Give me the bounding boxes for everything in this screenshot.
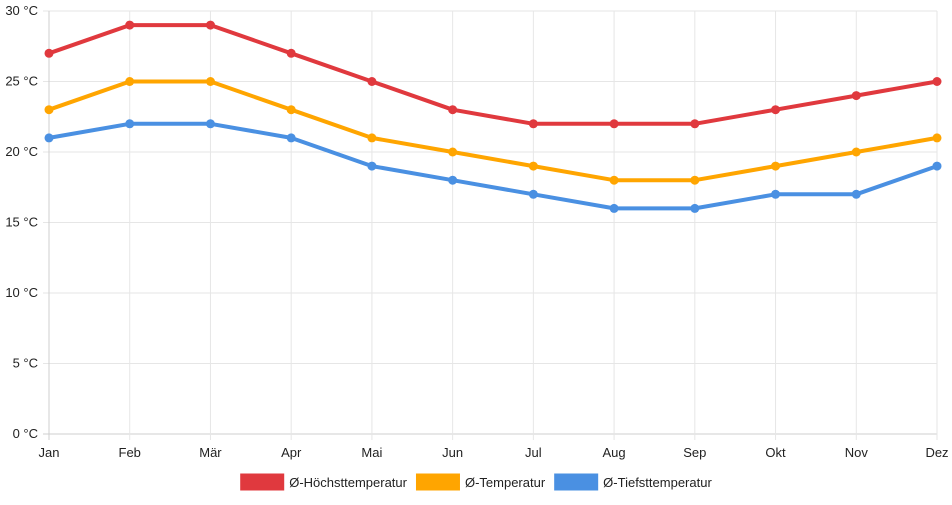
data-point[interactable] [44, 48, 54, 58]
series-layer [44, 20, 942, 213]
data-point[interactable] [286, 48, 296, 58]
x-tick-label: Aug [603, 445, 626, 460]
axis-layer: 0 °C 5 °C 10 °C 15 °C 20 °C 25 °C 30 °C Jan Feb M… [5, 3, 948, 460]
data-point[interactable] [771, 161, 781, 171]
data-point[interactable] [448, 105, 458, 115]
data-point[interactable] [367, 77, 377, 86]
data-point[interactable] [286, 105, 296, 115]
series-line [47, 121, 939, 211]
series-2 [44, 77, 942, 185]
data-point[interactable] [528, 189, 538, 199]
data-point[interactable] [44, 133, 54, 143]
y-tick-label: 0 °C [13, 426, 38, 441]
x-tick-label: Dez [925, 445, 948, 460]
legend-label: Ø-Tiefsttemperatur [603, 475, 712, 490]
data-point[interactable] [851, 147, 861, 157]
data-point[interactable] [448, 147, 458, 157]
data-point[interactable] [367, 133, 377, 143]
data-point[interactable] [851, 189, 861, 199]
x-tick-label: Sep [683, 445, 706, 460]
legend-swatch [415, 473, 460, 491]
data-point[interactable] [286, 133, 296, 143]
data-point[interactable] [125, 20, 135, 30]
y-tick-label: 30 °C [5, 3, 38, 18]
grid-layer [43, 10, 938, 440]
data-point[interactable] [125, 119, 135, 129]
legend-item-1[interactable]: Ø-Höchsttemperatur [240, 473, 408, 491]
legend-label: Ø-Höchsttemperatur [289, 475, 407, 490]
data-point[interactable] [932, 133, 942, 143]
data-point[interactable] [367, 161, 377, 171]
data-point[interactable] [690, 119, 700, 129]
series-1 [44, 20, 942, 129]
data-point[interactable] [771, 189, 781, 199]
data-point[interactable] [609, 203, 619, 213]
x-tick-label: Nov [845, 445, 869, 460]
y-tick-label: 20 °C [5, 144, 38, 159]
data-point[interactable] [932, 161, 942, 171]
y-tick-label: 25 °C [5, 74, 38, 89]
series-line [47, 23, 939, 126]
series-line [47, 79, 939, 183]
x-tick-label: Jan [39, 445, 60, 460]
legend-swatch [554, 473, 599, 491]
x-tick-label: Jun [442, 445, 463, 460]
x-tick-label: Mär [199, 445, 222, 460]
data-point[interactable] [205, 20, 215, 30]
data-point[interactable] [205, 77, 215, 86]
legend[interactable]: Ø-Höchsttemperatur Ø-Temperatur Ø-Tiefstte… [240, 473, 712, 491]
x-tick-label: Apr [281, 445, 302, 460]
data-point[interactable] [771, 105, 781, 115]
x-tick-label: Mai [361, 445, 382, 460]
data-point[interactable] [528, 161, 538, 171]
data-point[interactable] [205, 119, 215, 129]
x-tick-label: Jul [525, 445, 542, 460]
data-point[interactable] [44, 105, 54, 115]
data-point[interactable] [609, 175, 619, 185]
legend-label: Ø-Temperatur [465, 475, 546, 490]
x-tick-label: Feb [119, 445, 141, 460]
data-point[interactable] [690, 203, 700, 213]
y-tick-label: 5 °C [13, 356, 38, 371]
y-tick-label: 15 °C [5, 215, 38, 230]
data-point[interactable] [851, 91, 861, 101]
series-3 [44, 119, 942, 213]
data-point[interactable] [609, 119, 619, 129]
x-tick-label: Okt [765, 445, 786, 460]
legend-item-2[interactable]: Ø-Temperatur [415, 473, 546, 491]
data-point[interactable] [528, 119, 538, 129]
data-point[interactable] [690, 175, 700, 185]
data-point[interactable] [932, 77, 942, 86]
y-tick-label: 10 °C [5, 285, 38, 300]
legend-swatch [240, 473, 285, 491]
legend-item-3[interactable]: Ø-Tiefsttemperatur [554, 473, 712, 491]
data-point[interactable] [125, 77, 135, 86]
data-point[interactable] [448, 175, 458, 185]
